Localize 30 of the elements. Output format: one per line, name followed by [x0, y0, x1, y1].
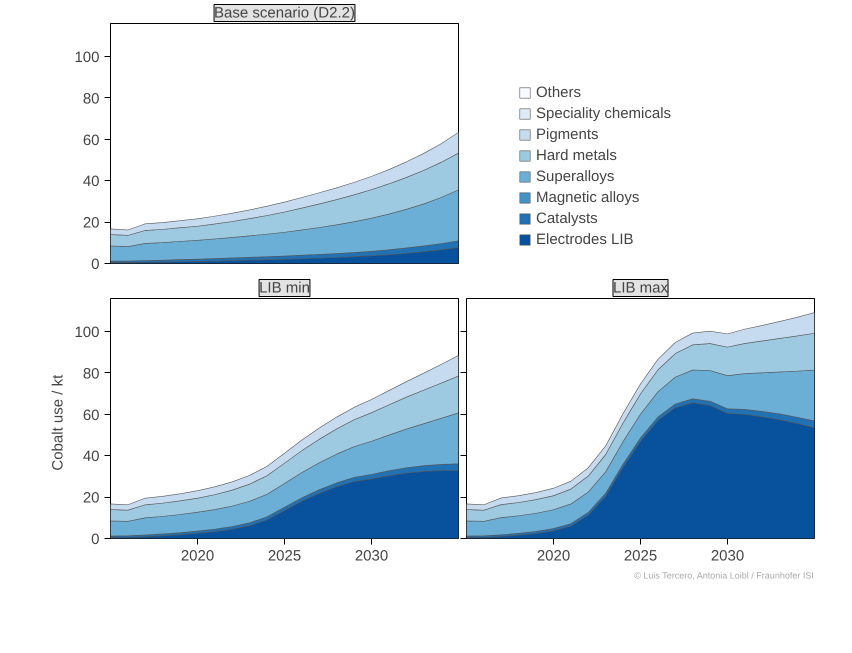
legend-label: Hard metals	[536, 146, 617, 164]
x-tick-label: 2030	[354, 548, 388, 564]
legend-label: Speciality chemicals	[536, 104, 672, 122]
legend-label: Pigments	[536, 125, 599, 143]
x-tick-label: 2020	[536, 548, 570, 564]
y-tick-label: 20	[82, 214, 100, 232]
y-tick-label: 0	[91, 531, 100, 548]
y-tick-label: 0	[91, 256, 100, 273]
y-tick-label: 100	[74, 324, 100, 342]
y-axis-title: Cobalt use / kt	[49, 374, 66, 471]
legend-label: Magnetic alloys	[536, 188, 640, 206]
y-tick-label: 80	[82, 365, 100, 382]
y-tick-label: 40	[82, 173, 100, 190]
legend-label: Superalloys	[536, 167, 614, 185]
y-tick-label: 40	[82, 448, 100, 466]
y-tick-label: 100	[74, 49, 100, 66]
chart-title: LIB min	[259, 280, 310, 296]
legend-label: Electrodes LIB	[536, 230, 634, 248]
x-tick-label: 2025	[268, 548, 302, 564]
y-tick-label: 60	[82, 132, 100, 149]
legend-label: Others	[536, 83, 582, 101]
y-tick-label: 20	[82, 490, 100, 507]
text: © Luis Tercero, Antonia Loibl / Fraunhofer ISI	[634, 570, 814, 580]
x-tick-label: 2030	[710, 548, 744, 564]
x-tick-label: 2020	[180, 548, 214, 564]
y-tick-label: 60	[82, 406, 100, 424]
legend-label: Catalysts	[536, 209, 598, 227]
x-tick-label: 2025	[624, 548, 658, 564]
y-tick-label: 80	[82, 90, 100, 108]
chart-title: Base scenario (D2.2)	[214, 4, 355, 22]
